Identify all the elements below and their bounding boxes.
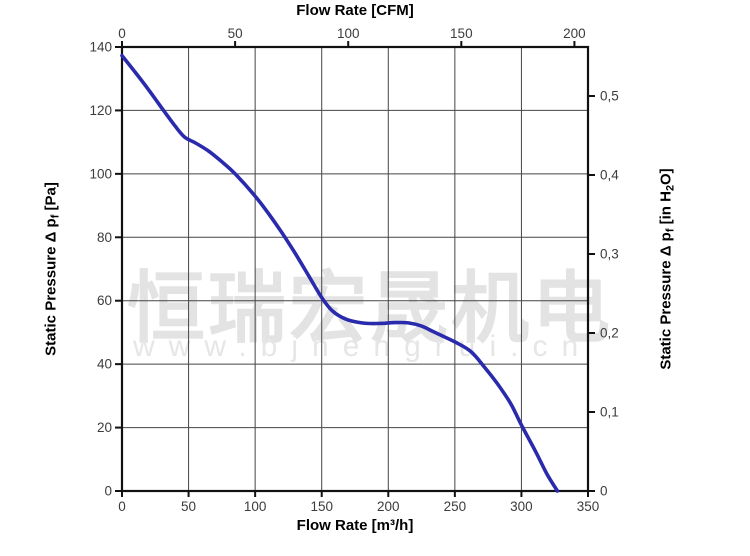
subscript: f (664, 228, 677, 233)
axis-border (120, 45, 590, 493)
left-tick-label: 100 (89, 166, 112, 181)
bottom-axis-title: Flow Rate [m³/h] (296, 517, 414, 534)
label-text: O] (657, 168, 675, 186)
label-text: [Pa] (42, 182, 60, 215)
left-tick-label: 60 (97, 293, 112, 308)
left-tick-label: 20 (97, 420, 112, 435)
pressure-curve (120, 53, 560, 493)
label-text: Static Pressure Δ p (657, 232, 675, 370)
bottom-tick-label: 350 (577, 499, 600, 514)
label-text: [in H (657, 191, 675, 229)
top-tick-label: 150 (450, 26, 473, 41)
right-tick-label: 0,5 (600, 89, 619, 104)
bottom-tick-label: 200 (377, 499, 400, 514)
left-tick-label: 80 (97, 230, 112, 245)
right-tick-label: 0,3 (600, 247, 619, 262)
left-axis-title: Static Pressure Δ pf [Pa] (42, 182, 61, 356)
bottom-tick-label: 50 (181, 499, 196, 514)
bottom-tick-label: 250 (444, 499, 467, 514)
left-tick-label: 140 (89, 40, 112, 55)
top-tick-label: 200 (563, 26, 586, 41)
right-tick-label: 0,1 (600, 405, 619, 420)
right-tick-label: 0,2 (600, 326, 619, 341)
right-tick-label: 0,4 (600, 168, 619, 183)
watermark-url: www.bjhengrui.cn (133, 330, 593, 363)
left-tick-label: 40 (97, 357, 112, 372)
top-tick-label: 0 (118, 26, 126, 41)
label-text: Static Pressure Δ p (42, 218, 60, 356)
left-tick-label: 120 (89, 103, 112, 118)
bottom-tick-label: 0 (118, 499, 126, 514)
top-tick-label: 100 (337, 26, 360, 41)
top-tick-label: 50 (228, 26, 243, 41)
top-axis-title: Flow Rate [CFM] (296, 2, 414, 19)
left-tick-label: 0 (104, 484, 112, 499)
bottom-tick-label: 100 (244, 499, 267, 514)
bottom-tick-label: 150 (310, 499, 333, 514)
right-tick-label: 0 (600, 484, 608, 499)
right-axis-title: Static Pressure Δ pf [in H2O] (657, 168, 676, 369)
watermark-text: 恒瑞宏晟机电 (127, 264, 614, 352)
bottom-tick-label: 300 (510, 499, 533, 514)
subscript: f (49, 214, 62, 219)
subscript: 2 (664, 185, 677, 192)
